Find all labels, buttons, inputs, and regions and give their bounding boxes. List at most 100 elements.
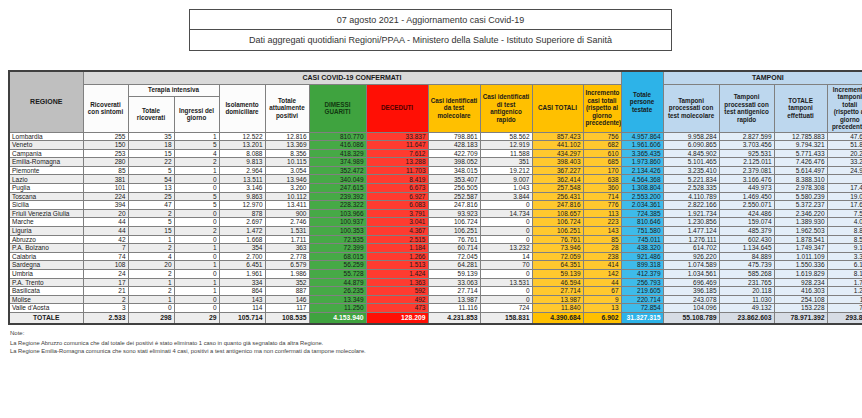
value-cell: 13.511	[219, 175, 265, 184]
value-cell: 29	[174, 312, 219, 324]
value-cell: 68.015	[309, 252, 366, 261]
value-cell: 17	[83, 278, 128, 287]
region-cell: Lombardia	[9, 132, 83, 141]
value-cell: 21	[83, 287, 128, 296]
value-cell: 47	[128, 201, 174, 210]
value-cell: 33.063	[428, 278, 480, 287]
table-row: Liguria441521.4721.531100.3534.367106.25…	[9, 227, 862, 236]
value-cell: 864	[219, 287, 265, 296]
value-cell: 3.791	[366, 209, 428, 218]
col-header-casi-antigenico: Casi identificati di test antigenico rap…	[480, 84, 532, 132]
value-cell: 106.251	[532, 227, 583, 236]
col-header-deceduti: DECEDUTI	[366, 84, 428, 132]
value-cell: 396.185	[663, 287, 719, 296]
value-cell: 18	[128, 141, 174, 150]
value-cell: 5	[174, 201, 219, 210]
value-cell: 13.987	[532, 295, 583, 304]
value-cell: 0	[174, 235, 219, 244]
value-cell: 76.761	[532, 235, 583, 244]
value-cell: 1	[128, 278, 174, 287]
value-cell: 585.268	[719, 270, 774, 279]
table-body: Lombardia25535112.52212.816810.77033.837…	[9, 132, 862, 324]
value-cell: 2.778	[265, 252, 309, 261]
value-cell: 1	[174, 278, 219, 287]
value-cell: 1.921.734	[663, 209, 719, 218]
value-cell: 0	[827, 175, 862, 184]
value-cell: 143	[219, 295, 265, 304]
value-cell: 352.472	[309, 166, 366, 175]
value-cell: 3.365.435	[621, 149, 663, 158]
region-cell: Emilia-Romagna	[9, 158, 83, 167]
value-cell: 14.734	[480, 209, 532, 218]
value-cell: 4.007	[827, 218, 862, 227]
value-cell: 0	[174, 209, 219, 218]
value-cell: 78.971.392	[774, 312, 827, 324]
value-cell: 1.011.109	[774, 252, 827, 261]
value-cell: 2.553.200	[621, 192, 663, 201]
value-cell: 1.276.111	[663, 235, 719, 244]
value-cell: 334	[219, 278, 265, 287]
value-cell: 614.702	[663, 244, 719, 253]
value-cell: 348.015	[428, 166, 480, 175]
value-cell: 756	[827, 304, 862, 313]
value-cell: 1	[174, 261, 219, 270]
value-cell: 2.125.011	[719, 158, 774, 167]
col-header-casi-molecolare: Casi identificati da test molecolare	[428, 84, 480, 132]
value-cell: 13	[128, 184, 174, 193]
value-cell: 3.703.456	[719, 141, 774, 150]
value-cell: 1.184	[366, 244, 428, 253]
value-cell: 1.878.541	[774, 235, 827, 244]
table-row: Lazio38154013.51113.946340.0498.419353.4…	[9, 175, 862, 184]
value-cell: 682	[583, 141, 621, 150]
col-header-ingressi-giorno: Ingressi del giorno	[174, 96, 219, 132]
region-cell: Lazio	[9, 175, 83, 184]
value-cell: 13.411	[265, 201, 309, 210]
value-cell: 25	[128, 192, 174, 201]
value-cell: 13.232	[480, 244, 532, 253]
region-cell: Campania	[9, 149, 83, 158]
value-cell: 2.822.166	[663, 201, 719, 210]
table-row: Abruzzo42101.6681.71172.5352.51576.76107…	[9, 235, 862, 244]
value-cell: 256.793	[621, 278, 663, 287]
value-cell: 33.837	[366, 132, 428, 141]
value-cell: 9.813	[219, 158, 265, 167]
value-cell: 1.230.856	[663, 218, 719, 227]
value-cell: 72.045	[428, 252, 480, 261]
value-cell: 19.212	[480, 166, 532, 175]
value-cell: 85	[583, 235, 621, 244]
col-header-ricoverati: Ricoverati con sintomi	[83, 84, 128, 132]
value-cell: 220.714	[621, 295, 663, 304]
value-cell: 6.174	[827, 261, 862, 270]
value-cell: 5.372.237	[774, 201, 827, 210]
region-cell: Piemonte	[9, 166, 83, 175]
region-cell: Abruzzo	[9, 235, 83, 244]
value-cell: 146	[265, 295, 309, 304]
value-cell: 105.714	[219, 312, 265, 324]
value-cell: 0	[174, 304, 219, 313]
value-cell: 878	[219, 209, 265, 218]
value-cell: 418.329	[309, 149, 366, 158]
value-cell: 8.505	[827, 235, 862, 244]
value-cell: 27.714	[532, 287, 583, 296]
value-cell: 2.533	[83, 312, 128, 324]
value-cell: 72.059	[532, 252, 583, 261]
value-cell: 10.112	[265, 192, 309, 201]
col-header-casi-totali: CASI TOTALI	[532, 84, 583, 132]
value-cell: 159.074	[719, 218, 774, 227]
value-cell: 7.612	[366, 149, 428, 158]
col-header-regione: REGIONE	[9, 71, 83, 132]
value-cell: 33.245	[827, 158, 862, 167]
region-cell: TOTALE	[9, 312, 83, 324]
value-cell: 1.134.645	[719, 244, 774, 253]
value-cell: 2	[174, 158, 219, 167]
value-cell: 475.739	[719, 261, 774, 270]
value-cell: 434.297	[532, 149, 583, 158]
value-cell: 64.281	[428, 261, 480, 270]
value-cell: 351	[480, 158, 532, 167]
value-cell: 353.407	[428, 175, 480, 184]
value-cell: 2.379.081	[719, 166, 774, 175]
value-cell: 256.505	[428, 184, 480, 193]
table-row: Valle d'Aosta30011411711.25047311.116724…	[9, 304, 862, 313]
value-cell: 11.703	[366, 166, 428, 175]
value-cell: 5.101.465	[663, 158, 719, 167]
